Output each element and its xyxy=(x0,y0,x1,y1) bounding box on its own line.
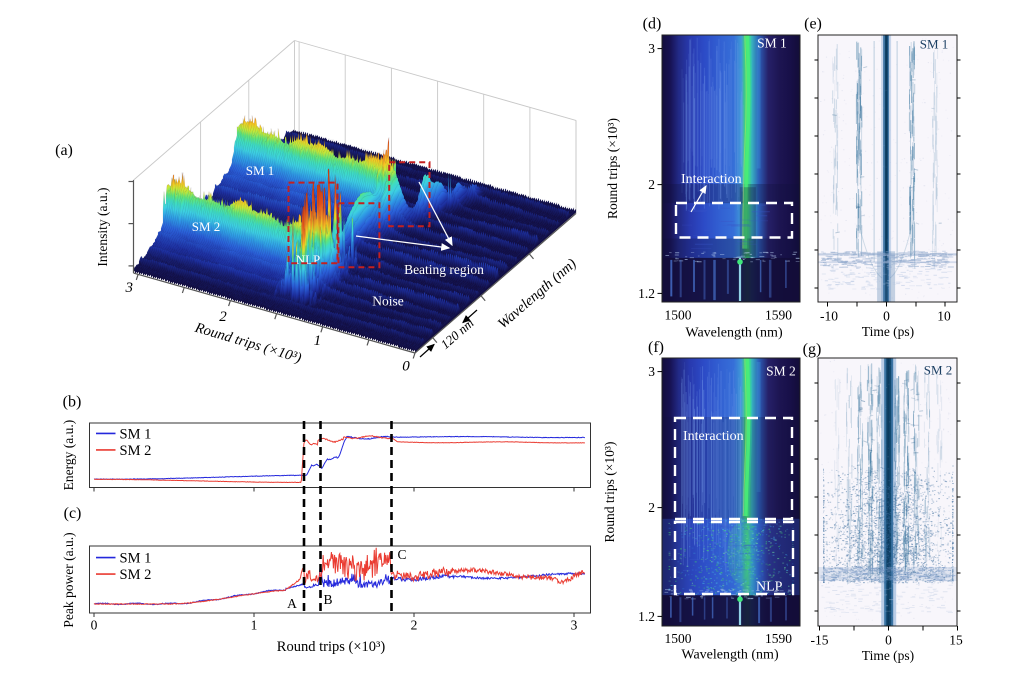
svg-text:(b): (b) xyxy=(63,394,82,411)
svg-text:Round trips (×10³): Round trips (×10³) xyxy=(277,639,386,655)
svg-text:(d): (d) xyxy=(643,16,662,33)
svg-text:A: A xyxy=(287,596,297,611)
svg-text:Time (ps): Time (ps) xyxy=(862,648,914,663)
svg-text:1590: 1590 xyxy=(765,631,792,646)
svg-text:SM 2: SM 2 xyxy=(120,443,152,459)
svg-text:(f): (f) xyxy=(648,339,664,356)
svg-text:1.2: 1.2 xyxy=(638,609,655,624)
svg-text:Energy (a.u.): Energy (a.u.) xyxy=(61,420,76,491)
svg-text:B: B xyxy=(323,592,332,607)
svg-text:1590: 1590 xyxy=(765,308,792,323)
svg-text:SM 1: SM 1 xyxy=(757,36,787,51)
svg-text:1: 1 xyxy=(314,333,322,349)
svg-text:(e): (e) xyxy=(804,16,822,33)
svg-text:Peak power (a.u.): Peak power (a.u.) xyxy=(61,532,76,627)
svg-text:3: 3 xyxy=(125,280,134,296)
svg-text:Beating region: Beating region xyxy=(404,262,484,277)
svg-text:Noise: Noise xyxy=(372,294,404,309)
svg-text:Time (ps): Time (ps) xyxy=(862,324,914,339)
svg-text:2: 2 xyxy=(648,500,655,515)
svg-text:2: 2 xyxy=(219,309,227,325)
svg-text:(c): (c) xyxy=(64,505,82,522)
svg-text:-10: -10 xyxy=(820,309,838,324)
svg-text:SM 1: SM 1 xyxy=(120,551,152,567)
svg-text:NLP: NLP xyxy=(296,252,321,267)
svg-text:-15: -15 xyxy=(811,633,829,648)
svg-text:Interaction: Interaction xyxy=(683,429,744,444)
svg-text:Wavelength (nm): Wavelength (nm) xyxy=(685,326,783,341)
svg-text:Intensity (a.u.): Intensity (a.u.) xyxy=(95,187,110,266)
svg-text:(g): (g) xyxy=(803,341,822,358)
svg-text:SM 2: SM 2 xyxy=(924,363,953,378)
svg-text:SM 2: SM 2 xyxy=(120,567,152,583)
svg-text:3: 3 xyxy=(571,618,578,633)
svg-text:NLP: NLP xyxy=(756,580,783,595)
svg-text:Interaction: Interaction xyxy=(681,172,742,187)
svg-text:3: 3 xyxy=(648,364,655,379)
svg-text:1.2: 1.2 xyxy=(638,286,655,301)
svg-text:1500: 1500 xyxy=(665,631,692,646)
svg-text:2: 2 xyxy=(411,618,418,633)
svg-text:3: 3 xyxy=(648,41,655,56)
svg-text:1500: 1500 xyxy=(665,308,692,323)
svg-text:0: 0 xyxy=(91,618,98,633)
svg-text:SM 2: SM 2 xyxy=(192,219,221,234)
svg-text:Round trips (×10³): Round trips (×10³) xyxy=(605,118,620,219)
svg-text:SM 2: SM 2 xyxy=(766,364,796,379)
svg-text:SM 1: SM 1 xyxy=(246,163,275,178)
svg-text:1: 1 xyxy=(251,618,258,633)
svg-text:10: 10 xyxy=(937,309,951,324)
svg-text:Round trips (×10³): Round trips (×10³) xyxy=(602,442,617,543)
svg-text:Wavelength (nm): Wavelength (nm) xyxy=(681,648,779,663)
svg-text:(a): (a) xyxy=(55,142,73,159)
svg-text:SM 1: SM 1 xyxy=(120,426,152,442)
svg-text:C: C xyxy=(397,547,406,562)
svg-text:0: 0 xyxy=(885,633,892,648)
svg-text:2: 2 xyxy=(648,177,655,192)
svg-text:15: 15 xyxy=(949,633,963,648)
svg-text:SM 1: SM 1 xyxy=(920,37,949,52)
svg-text:0: 0 xyxy=(402,359,410,375)
svg-text:0: 0 xyxy=(883,309,890,324)
